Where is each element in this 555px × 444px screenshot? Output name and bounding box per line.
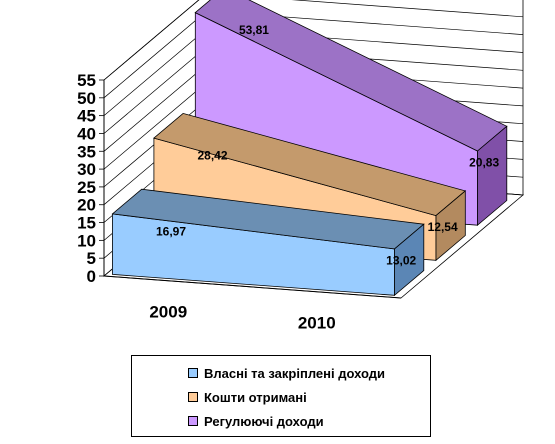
gridline [103,0,200,81]
legend-item: Регулюючі доходи [188,412,324,430]
data-label: 20,83 [469,156,499,170]
legend-label: Кошти отримані [204,389,307,405]
y-tick-label: 15 [77,214,96,233]
area-side [477,125,508,227]
area-side [435,190,466,262]
y-tick-label: 45 [77,107,96,126]
x-category-label: 2010 [298,314,336,333]
legend-item: Кошти отримані [188,388,307,406]
legend-label: Власні та закріплені доходи [204,365,386,381]
series-layer [111,0,508,297]
y-tick-label: 30 [77,160,96,179]
area-side [394,223,425,297]
y-tick-label: 25 [77,178,96,197]
y-tick-label: 50 [77,89,96,108]
legend: Власні та закріплені доходи Кошти отриман… [131,355,431,437]
x-axis-line [103,275,402,299]
y-tick-label: 40 [77,124,96,143]
data-label: 28,42 [197,149,227,163]
data-label: 12,54 [428,220,458,234]
x-category-label: 2009 [149,303,187,322]
gridline [103,0,524,99]
y-tick-label: 20 [77,196,96,215]
data-label: 16,97 [156,225,186,239]
y-tick-label: 55 [77,71,96,90]
y-tick-label: 10 [77,231,96,250]
data-label: 53,81 [239,23,269,37]
legend-label: Регулюючі доходи [204,413,324,429]
x-axis: 2009 2010 [103,275,402,333]
legend-item: Власні та закріплені доходи [188,364,385,382]
y-tick-label: 35 [77,142,96,161]
legend-swatch [188,416,198,426]
y-tick-label: 5 [87,249,96,268]
data-labels: 53,81 20,83 28,42 12,54 16,97 13,02 [156,23,499,267]
legend-swatch [188,368,198,378]
area-series [111,188,425,297]
data-label: 13,02 [386,254,416,268]
legend-swatch [188,392,198,402]
y-tick-label: 0 [87,267,96,286]
